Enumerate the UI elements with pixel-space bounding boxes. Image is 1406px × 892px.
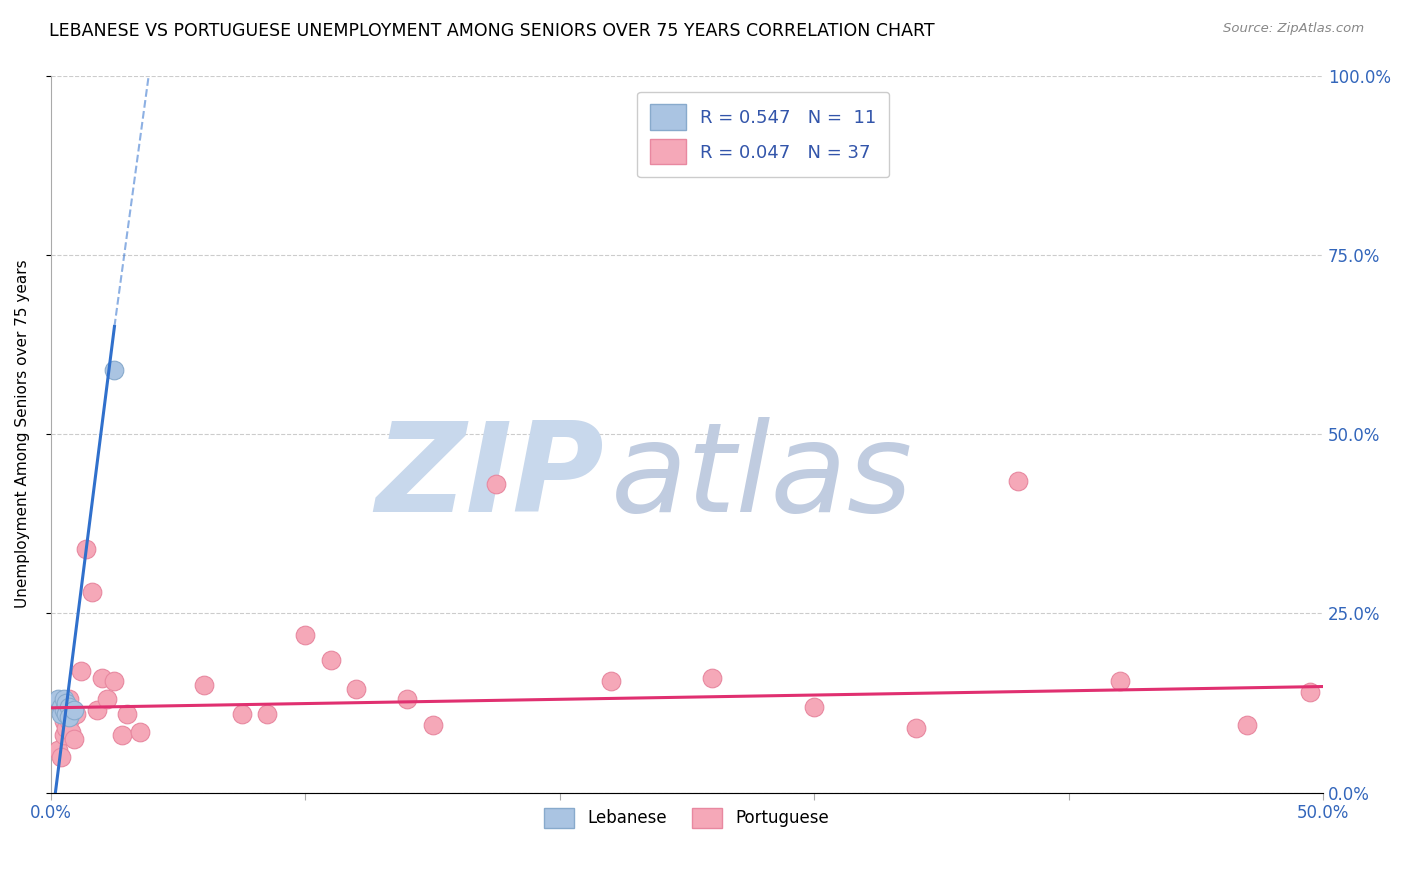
Point xyxy=(599,674,621,689)
Point xyxy=(52,692,75,706)
Point xyxy=(103,674,125,689)
Point xyxy=(803,699,825,714)
Point xyxy=(115,706,138,721)
Point xyxy=(422,717,444,731)
Point xyxy=(294,628,316,642)
Point xyxy=(1236,717,1258,731)
Legend: Lebanese, Portuguese: Lebanese, Portuguese xyxy=(538,801,837,835)
Point xyxy=(58,714,80,728)
Point xyxy=(1007,474,1029,488)
Point xyxy=(90,671,112,685)
Point xyxy=(58,710,80,724)
Point xyxy=(319,653,342,667)
Point xyxy=(49,749,72,764)
Point xyxy=(231,706,253,721)
Point xyxy=(60,724,83,739)
Point xyxy=(55,696,77,710)
Point xyxy=(49,699,72,714)
Text: LEBANESE VS PORTUGUESE UNEMPLOYMENT AMONG SENIORS OVER 75 YEARS CORRELATION CHAR: LEBANESE VS PORTUGUESE UNEMPLOYMENT AMON… xyxy=(49,22,935,40)
Point xyxy=(49,706,72,721)
Point xyxy=(344,681,367,696)
Point xyxy=(193,678,215,692)
Point xyxy=(65,706,87,721)
Point xyxy=(96,692,118,706)
Point xyxy=(55,706,77,721)
Point xyxy=(128,724,150,739)
Point xyxy=(75,541,97,556)
Point xyxy=(111,728,134,742)
Text: ZIP: ZIP xyxy=(375,417,605,538)
Point xyxy=(58,692,80,706)
Point xyxy=(103,362,125,376)
Point xyxy=(52,714,75,728)
Point xyxy=(58,699,80,714)
Point xyxy=(55,721,77,735)
Point xyxy=(52,728,75,742)
Point xyxy=(52,703,75,717)
Point xyxy=(86,703,108,717)
Point xyxy=(485,477,508,491)
Point xyxy=(702,671,724,685)
Point xyxy=(904,721,927,735)
Point xyxy=(80,585,103,599)
Point xyxy=(62,703,84,717)
Point xyxy=(62,731,84,746)
Point xyxy=(396,692,419,706)
Y-axis label: Unemployment Among Seniors over 75 years: Unemployment Among Seniors over 75 years xyxy=(15,260,30,608)
Text: Source: ZipAtlas.com: Source: ZipAtlas.com xyxy=(1223,22,1364,36)
Point xyxy=(256,706,278,721)
Point xyxy=(48,692,70,706)
Point xyxy=(48,742,70,756)
Text: atlas: atlas xyxy=(610,417,912,538)
Point xyxy=(70,664,93,678)
Point xyxy=(1108,674,1130,689)
Point xyxy=(1299,685,1322,699)
